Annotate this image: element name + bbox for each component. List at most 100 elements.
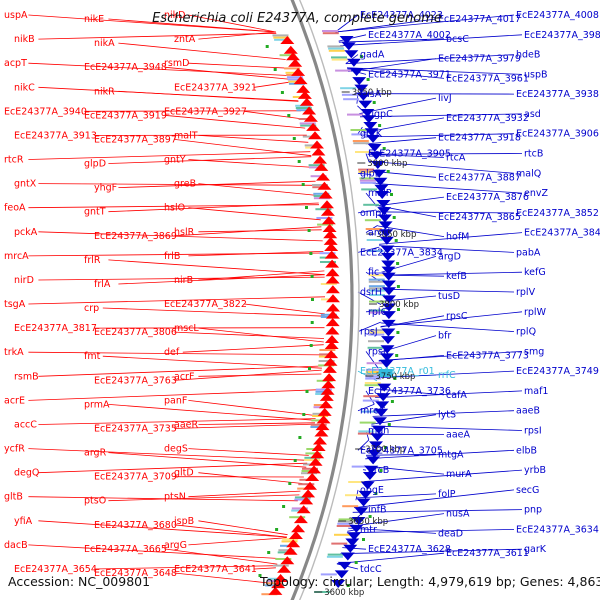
reverse-gene-arrow	[356, 92, 371, 101]
reverse-gene-label: arcB	[368, 465, 389, 476]
reverse-gene-label: bcsC	[446, 34, 469, 45]
tick-dot	[386, 170, 390, 173]
label-connector	[164, 114, 306, 129]
reverse-gene-arrow	[339, 36, 354, 44]
reverse-gene-label: gadA	[360, 50, 385, 61]
cog-bar	[275, 558, 292, 560]
label-connector	[365, 390, 375, 405]
cog-bar	[343, 98, 360, 101]
feature-tracks	[258, 30, 400, 596]
reverse-gene-label: livJ	[438, 93, 452, 104]
label-connector	[254, 567, 276, 570]
cog-bar	[365, 373, 382, 376]
cog-bar	[355, 151, 371, 153]
cog-bar	[296, 109, 313, 112]
cog-bar	[357, 432, 374, 435]
reverse-gene-label: EcE24377A_3905	[368, 149, 451, 160]
forward-gene-arrow	[325, 318, 340, 327]
cog-bar	[310, 175, 327, 178]
cog-bar	[362, 399, 379, 402]
cog-bar	[312, 415, 329, 417]
reverse-gene-label: ompR	[360, 208, 388, 219]
forward-gene-label: EcE24377A_3665	[84, 544, 167, 555]
reverse-gene-arrow	[381, 272, 396, 281]
cog-bar	[322, 32, 339, 35]
forward-gene-label: rsmB	[14, 371, 39, 382]
label-connector	[94, 565, 277, 570]
cog-bar	[368, 289, 385, 292]
reverse-gene-label: EcE24377A_3845	[524, 228, 600, 239]
forward-gene-label: def	[164, 347, 180, 358]
cog-bar	[368, 285, 385, 288]
tick-dot	[397, 308, 400, 311]
tick-dot	[346, 584, 350, 587]
label-connector	[108, 18, 276, 33]
cog-bar	[365, 228, 382, 230]
forward-gene-label: yfiA	[14, 516, 33, 527]
reverse-gene-arrow	[360, 109, 375, 117]
reverse-gene-arrow	[377, 383, 392, 392]
forward-gene-arrow	[314, 428, 329, 437]
cog-bar	[313, 192, 330, 195]
reverse-gene-arrow	[347, 532, 362, 541]
cog-bar	[348, 481, 365, 483]
reverse-gene-arrow	[361, 115, 376, 124]
forward-gene-label: mrcA	[4, 251, 29, 262]
tick-dot	[396, 331, 400, 334]
tick-dot	[267, 551, 271, 554]
label-connector	[352, 509, 523, 513]
forward-gene-arrow	[302, 106, 317, 115]
reverse-gene-label: ugpC	[368, 109, 393, 120]
label-connector	[28, 252, 324, 257]
cog-bar	[331, 56, 347, 59]
cog-bar	[364, 219, 381, 222]
forward-gene-arrow	[296, 505, 311, 514]
forward-gene-arrow	[280, 556, 295, 565]
reverse-gene-arrow	[374, 184, 389, 193]
reverse-gene-label: EcE24377A_3834	[360, 247, 443, 258]
tick-dot	[297, 160, 301, 163]
label-connector	[198, 520, 288, 536]
label-connector	[365, 351, 379, 369]
forward-gene-label: glpD	[84, 159, 106, 170]
label-connector	[379, 232, 523, 245]
cog-bar	[350, 129, 367, 131]
reverse-gene-arrow	[381, 328, 396, 337]
label-connector	[84, 110, 301, 112]
cog-bar	[289, 516, 306, 519]
kbp-label: 3750 kbp	[375, 372, 415, 382]
reverse-gene-label: rplV	[516, 287, 536, 298]
forward-gene-label: EcE24377A_3913	[14, 130, 97, 141]
genome-summary-text: Topology: circular; Length: 4,979,619 bp…	[259, 574, 600, 589]
cog-bar	[367, 250, 384, 252]
cog-bar	[353, 142, 370, 145]
label-connector	[357, 209, 377, 214]
forward-gene-label: uspA	[4, 10, 28, 21]
forward-gene-arrow	[280, 36, 295, 44]
label-connector	[376, 388, 445, 396]
forward-gene-arrow	[324, 341, 339, 349]
forward-gene-arrow	[286, 539, 301, 548]
forward-gene-label: EcE24377A_3709	[94, 472, 177, 483]
forward-gene-label: hslO	[164, 203, 185, 214]
forward-gene-label: feoA	[4, 203, 26, 214]
backbone-arc-0	[290, 0, 354, 600]
tick-dot	[305, 206, 308, 209]
cog-bar	[315, 208, 332, 211]
forward-gene-arrow	[323, 236, 338, 245]
cog-bar	[359, 177, 376, 180]
reverse-gene-arrow	[370, 433, 385, 442]
label-connector	[365, 192, 376, 205]
forward-gene-arrow	[313, 155, 327, 164]
cog-bar	[338, 518, 355, 521]
reverse-gene-label: rplQ	[516, 327, 536, 338]
reverse-gene-arrow	[346, 58, 361, 67]
cog-bar	[351, 133, 368, 136]
forward-gene-label: EcE24377A_3948	[84, 62, 167, 73]
forward-gene-arrow	[283, 45, 298, 54]
forward-gene-arrow	[293, 76, 308, 85]
forward-gene-arrow	[320, 386, 335, 395]
forward-gene-label: tsgA	[4, 299, 26, 310]
label-connector	[348, 58, 437, 72]
reverse-gene-label: uspB	[524, 69, 548, 80]
